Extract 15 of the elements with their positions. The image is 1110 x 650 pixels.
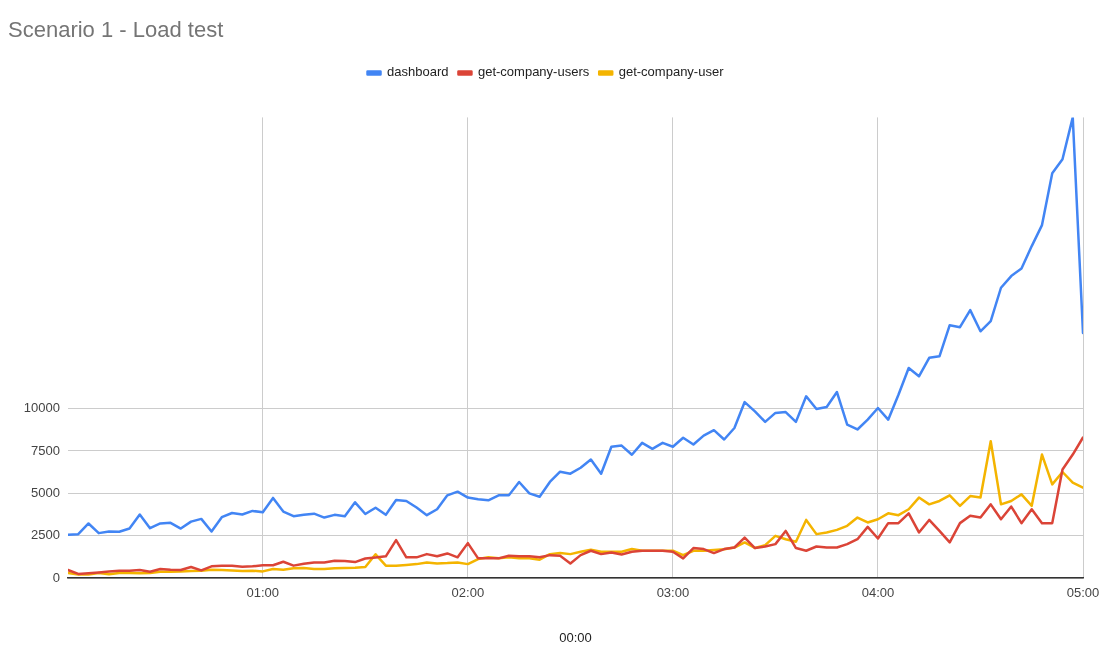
y-tick-label: 2500: [31, 527, 60, 543]
x-tick-label: 01:00: [246, 585, 280, 601]
y-tick-label: 5000: [31, 484, 60, 500]
y-tick-label: 10000: [23, 400, 60, 416]
x-tick-label: 04:00: [861, 585, 895, 601]
x-tick-label: 02:00: [451, 585, 485, 601]
legend-label: dashboard: [387, 64, 449, 80]
legend-label: get-company-users: [477, 64, 590, 80]
chart-title: Scenario 1 - Load test: [8, 17, 224, 43]
legend-label: get-company-user: [618, 64, 725, 80]
x-tick-label: 05:00: [1066, 585, 1100, 601]
y-tick-label: 7500: [31, 442, 60, 458]
y-tick-label: 0: [52, 569, 60, 585]
x-axis-title: 00:00: [559, 629, 592, 645]
x-tick-label: 03:00: [656, 585, 690, 601]
